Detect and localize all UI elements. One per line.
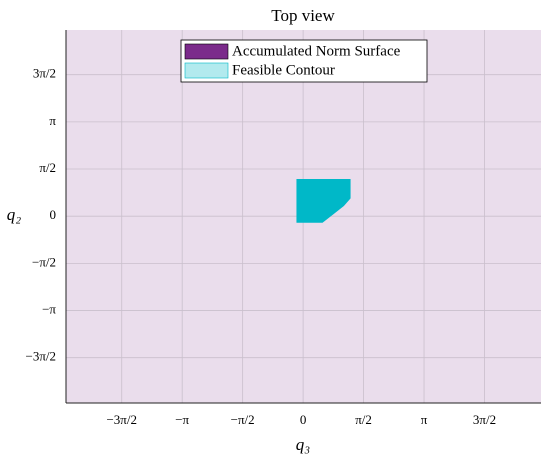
legend-swatch [184,62,229,79]
x-axis-label: q₃ [296,435,311,454]
y-tick-label: −π [42,302,56,317]
y-tick-label: π [49,113,56,128]
x-tick-label: −3π/2 [106,412,137,427]
y-tick-label: 3π/2 [33,66,56,81]
y-tick-label: 0 [50,207,57,222]
feasible-contour [296,179,351,223]
y-tick-label: −π/2 [32,254,56,269]
legend-swatch [184,43,229,60]
x-tick-label: 3π/2 [473,412,496,427]
x-tick-label: −π/2 [231,412,255,427]
legend-label: Accumulated Norm Surface [232,43,401,59]
x-tick-label: 0 [300,412,307,427]
y-tick-label: −3π/2 [25,349,56,364]
x-tick-label: π [421,412,428,427]
x-tick-label: π/2 [355,412,372,427]
y-axis-label: q₂ [7,205,22,224]
chart-title: Top view [271,6,335,25]
y-tick-label: π/2 [39,160,56,175]
legend-label: Feasible Contour [232,62,335,78]
x-tick-label: −π [175,412,189,427]
